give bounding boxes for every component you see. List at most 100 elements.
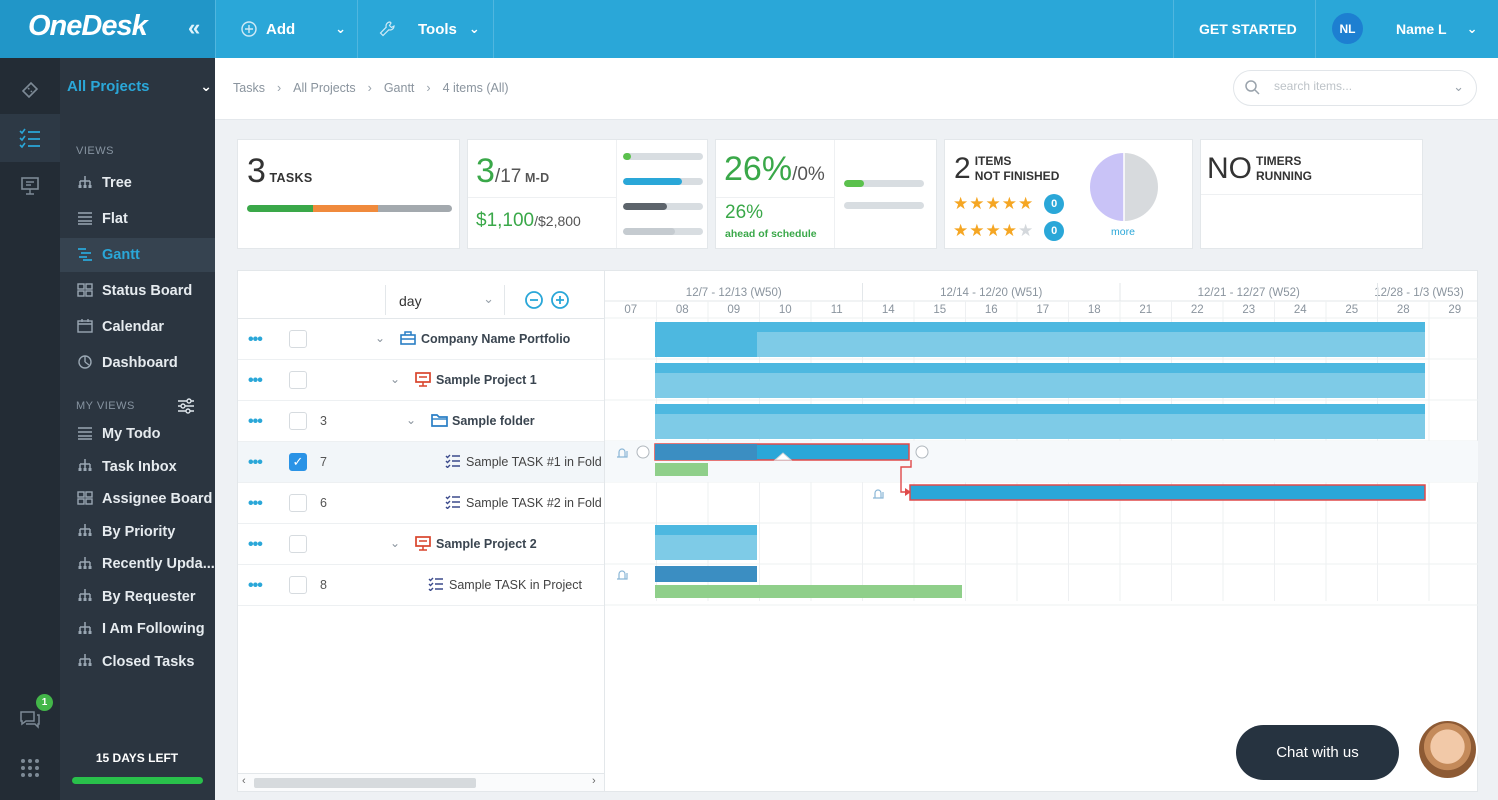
five-star-row[interactable]: ★★★★★ 0 xyxy=(953,194,1065,214)
four-star-row[interactable]: ★★★★★ 0 xyxy=(953,221,1065,241)
row-menu-icon[interactable]: ••• xyxy=(248,454,263,471)
zoom-in-icon[interactable] xyxy=(550,290,570,310)
md-done: 3 xyxy=(476,152,495,190)
row-checkbox[interactable]: ✓ xyxy=(289,453,307,471)
row-checkbox[interactable] xyxy=(289,494,307,512)
sidebar-item-by-priority[interactable]: By Priority xyxy=(60,515,215,549)
more-link[interactable]: more xyxy=(1111,226,1135,238)
item-title[interactable]: Sample TASK #1 in Fold xyxy=(466,455,601,469)
row-menu-icon[interactable]: ••• xyxy=(248,536,263,553)
divider xyxy=(357,0,358,58)
week-label: 12/21 - 12/27 (W52) xyxy=(1198,287,1300,299)
row-menu-icon[interactable]: ••• xyxy=(248,372,263,389)
chevron-down-icon[interactable]: ⌄ xyxy=(1453,79,1464,94)
list-icon xyxy=(74,426,96,443)
expand-chevron-icon[interactable]: ⌄ xyxy=(375,331,386,345)
projects-icon[interactable] xyxy=(0,162,60,210)
trial-days-left[interactable]: 15 DAYS LEFT xyxy=(95,751,179,765)
tasks-stat-card[interactable]: 3 TASKS xyxy=(237,139,460,249)
apps-grid-icon[interactable] xyxy=(0,744,60,792)
user-menu-button[interactable]: Name L ⌄ xyxy=(1396,0,1477,58)
zoom-value: day xyxy=(399,293,422,309)
progress-fill xyxy=(623,178,683,185)
tasks-icon[interactable] xyxy=(0,114,60,162)
progress-fill xyxy=(623,203,667,210)
sidebar-item-task-inbox[interactable]: Task Inbox xyxy=(60,450,215,484)
messages-icon[interactable] xyxy=(0,694,60,742)
day-label: 16 xyxy=(985,304,998,316)
expand-chevron-icon[interactable]: ⌄ xyxy=(406,413,417,427)
scroll-left-icon[interactable]: ‹ xyxy=(242,775,246,787)
search-box[interactable]: ⌄ xyxy=(1233,70,1477,106)
sidebar-item-tree[interactable]: Tree xyxy=(60,166,215,200)
row-checkbox[interactable] xyxy=(289,412,307,430)
chevron-down-icon: ⌄ xyxy=(468,21,480,36)
sidebar-item-my-todo[interactable]: My Todo xyxy=(60,417,215,451)
tickets-icon[interactable] xyxy=(0,66,60,114)
sidebar-item-i-am-following[interactable]: I Am Following xyxy=(60,612,215,646)
expand-chevron-icon[interactable]: ⌄ xyxy=(390,536,401,550)
item-title[interactable]: Sample Project 1 xyxy=(436,373,537,387)
sidebar-item-calendar[interactable]: Calendar xyxy=(60,310,215,344)
search-input[interactable] xyxy=(1274,79,1444,93)
get-started-button[interactable]: GET STARTED xyxy=(1199,21,1297,37)
breadcrumb-gantt[interactable]: Gantt xyxy=(383,81,415,95)
item-id: 3 xyxy=(320,414,327,428)
gantt-row[interactable]: ••• 6 Sample TASK #2 in Fold xyxy=(238,483,604,524)
gantt-row[interactable]: ••• 3 ⌄ Sample folder xyxy=(238,401,604,442)
row-checkbox[interactable] xyxy=(289,371,307,389)
row-checkbox[interactable] xyxy=(289,330,307,348)
lock-icon xyxy=(617,448,628,458)
gantt-row[interactable]: ••• ⌄ Sample Project 1 xyxy=(238,360,604,401)
breadcrumb-all-projects[interactable]: All Projects xyxy=(293,81,356,95)
sidebar-item-dashboard[interactable]: Dashboard xyxy=(60,346,215,380)
expand-chevron-icon[interactable]: ⌄ xyxy=(390,372,401,386)
item-id: 7 xyxy=(320,455,327,469)
timers-stat-card[interactable]: NO TIMERS RUNNING xyxy=(1200,139,1423,249)
tools-button[interactable]: Tools ⌄ xyxy=(378,0,480,58)
item-title[interactable]: Company Name Portfolio xyxy=(421,332,571,346)
items-stat-card[interactable]: 2 ITEMS NOT FINISHED ★★★★★ 0 ★★★★★ 0 mor… xyxy=(944,139,1193,249)
row-menu-icon[interactable]: ••• xyxy=(248,331,263,348)
item-title[interactable]: Sample TASK in Project xyxy=(449,578,582,592)
zoom-out-icon[interactable] xyxy=(524,290,544,310)
zoom-select[interactable]: day ⌄ xyxy=(385,285,505,315)
sidebar-item-status-board[interactable]: Status Board xyxy=(60,274,215,308)
sidebar-item-closed-tasks[interactable]: Closed Tasks xyxy=(60,645,215,679)
gantt-row[interactable]: ••• 8 Sample TASK in Project xyxy=(238,565,604,606)
onedesk-logo[interactable]: OneDesk xyxy=(28,10,148,42)
schedule-stat-card[interactable]: 26%/0% 26% ahead of schedule xyxy=(715,139,937,249)
gantt-row[interactable]: ••• ✓ 7 Sample TASK #1 in Fold xyxy=(238,442,604,483)
item-title[interactable]: Sample TASK #2 in Fold xyxy=(466,496,601,510)
row-menu-icon[interactable]: ••• xyxy=(248,413,263,430)
row-checkbox[interactable] xyxy=(289,535,307,553)
task-1-start-handle xyxy=(636,445,650,459)
scroll-right-icon[interactable]: › xyxy=(592,775,596,787)
item-title[interactable]: Sample folder xyxy=(452,414,535,428)
effort-stat-card[interactable]: 3/17 M-D $1,100/$2,800 xyxy=(467,139,708,249)
sidebar-item-flat[interactable]: Flat xyxy=(60,202,215,236)
portfolio-bar-progress xyxy=(655,322,1425,332)
sidebar-item-label: I Am Following xyxy=(102,621,205,637)
item-title[interactable]: Sample Project 2 xyxy=(436,537,537,551)
day-label: 17 xyxy=(1036,304,1049,316)
sidebar-item-assignee-board[interactable]: Assignee Board xyxy=(60,482,215,516)
sidebar-item-gantt[interactable]: Gantt xyxy=(60,238,215,272)
gantt-row[interactable]: ••• ⌄ Sample Project 2 xyxy=(238,524,604,565)
user-avatar[interactable]: NL xyxy=(1332,13,1363,44)
collapse-sidebar-icon[interactable]: « xyxy=(188,15,201,40)
sidebar-item-by-requester[interactable]: By Requester xyxy=(60,580,215,614)
breadcrumb-tasks[interactable]: Tasks xyxy=(233,81,265,95)
project-selector[interactable]: All Projects ⌄ xyxy=(67,78,212,95)
scrollbar-thumb[interactable] xyxy=(254,778,476,788)
sidebar-item-recently-upda[interactable]: Recently Upda... xyxy=(60,547,215,581)
sliders-icon[interactable] xyxy=(177,398,195,414)
gantt-row[interactable]: ••• ⌄ Company Name Portfolio xyxy=(238,319,604,360)
chat-with-us-button[interactable]: Chat with us xyxy=(1236,725,1399,780)
row-checkbox[interactable] xyxy=(289,576,307,594)
horizontal-scrollbar[interactable]: ‹ › xyxy=(238,773,604,791)
support-agent-avatar[interactable] xyxy=(1417,719,1478,780)
row-menu-icon[interactable]: ••• xyxy=(248,577,263,594)
add-button[interactable]: Add ⌄ xyxy=(240,0,346,58)
row-menu-icon[interactable]: ••• xyxy=(248,495,263,512)
